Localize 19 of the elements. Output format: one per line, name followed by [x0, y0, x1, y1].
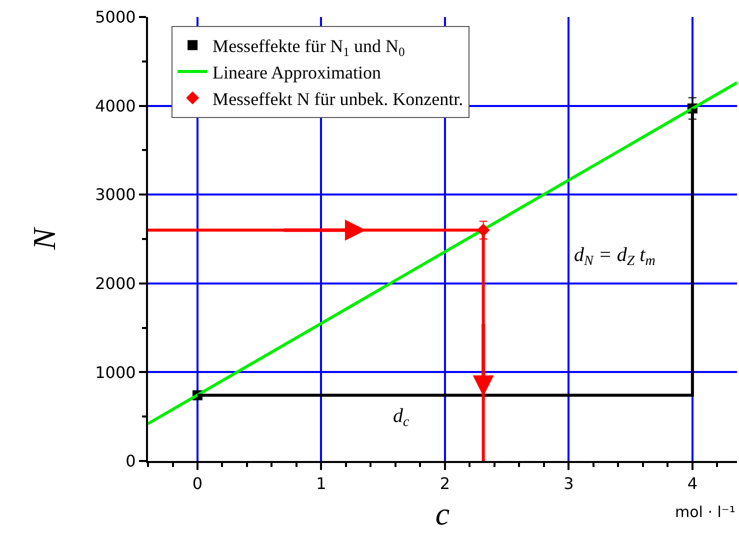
x-tick-label: 4 [687, 474, 698, 494]
y-tick-label: 1000 [95, 362, 136, 382]
legend-label: Lineare Approximation [212, 62, 382, 82]
y-axis-title: N [26, 226, 62, 251]
y-tick-label: 5000 [95, 8, 136, 27]
x-tick-label: 1 [316, 474, 326, 494]
x-tick-label: 3 [564, 474, 574, 494]
legend-label: Messeffekte für N$_{1}$ und N$_{0}$ [212, 36, 405, 59]
annotation: d$_{c}$ [393, 405, 410, 430]
annotation: d$_{N}$ = d$_{Z}$ t$_{m}$ [574, 244, 656, 270]
y-tick-label: 2000 [95, 274, 136, 293]
legend-label: Messeffekt N für unbek. Konzentr. [212, 88, 464, 109]
x-axis-title: c [435, 496, 450, 532]
y-tick-label: 4000 [95, 96, 136, 116]
y-tick-label: 3000 [95, 185, 136, 204]
y-tick-label: 0 [126, 452, 136, 471]
text: mol · l⁻¹ [675, 503, 736, 521]
x-tick-label: 2 [440, 474, 450, 494]
x-tick-label: 0 [192, 474, 203, 494]
